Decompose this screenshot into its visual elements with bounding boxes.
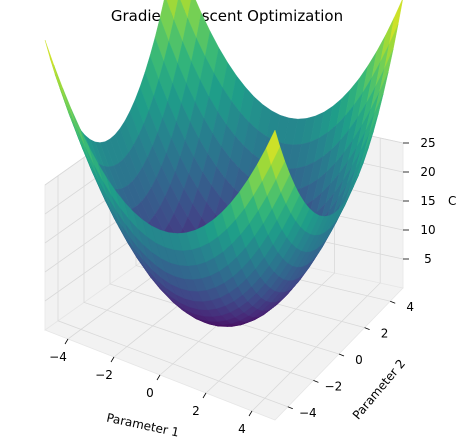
x-axis-label: Parameter 1 (105, 411, 180, 440)
chart-title: Gradient Descent Optimization (111, 7, 343, 25)
tick-labels: −4 −2 0 2 4 −4 −2 0 2 4 5 10 15 20 25 (49, 136, 435, 436)
surface-patch (389, 0, 403, 45)
z-tick-label: 5 (424, 252, 432, 266)
axis-ticks (64, 142, 409, 417)
y-tick (390, 300, 396, 304)
surface-patch (67, 105, 82, 144)
y-tick (287, 406, 293, 410)
y-tick (313, 380, 319, 383)
x-tick-label: −4 (49, 350, 67, 364)
x-tick (248, 410, 253, 417)
y-tick-label: 2 (381, 327, 389, 341)
x-tick-label: −2 (95, 368, 113, 382)
z-tick-label: 10 (420, 223, 435, 237)
y-tick (338, 353, 345, 357)
x-tick-label: 2 (192, 404, 200, 418)
surface-patch (265, 129, 281, 165)
x-tick (202, 392, 207, 399)
x-tick (64, 338, 69, 345)
y-tick-label: 4 (406, 300, 414, 314)
grid-line (57, 175, 288, 408)
x-tick-label: 0 (146, 386, 154, 400)
z-tick-label: 20 (420, 165, 435, 179)
y-tick-label: 0 (355, 353, 363, 367)
z-tick-label: 25 (420, 136, 435, 150)
z-axis-label: C (448, 194, 456, 208)
y-tick (364, 327, 370, 330)
grid-line (251, 138, 381, 412)
grid-line (83, 157, 314, 381)
surface-patch (62, 88, 77, 128)
y-tick-label: −4 (299, 406, 317, 420)
surface-patch (71, 109, 86, 148)
x-tick-label: 4 (238, 422, 246, 436)
surface-plot (44, 0, 403, 327)
surface-patch (53, 64, 68, 106)
surface-patch (44, 39, 59, 83)
x-tick (110, 356, 115, 363)
x-tick (156, 374, 161, 381)
z-tick-label: 15 (420, 194, 435, 208)
y-tick-label: −2 (325, 379, 343, 393)
